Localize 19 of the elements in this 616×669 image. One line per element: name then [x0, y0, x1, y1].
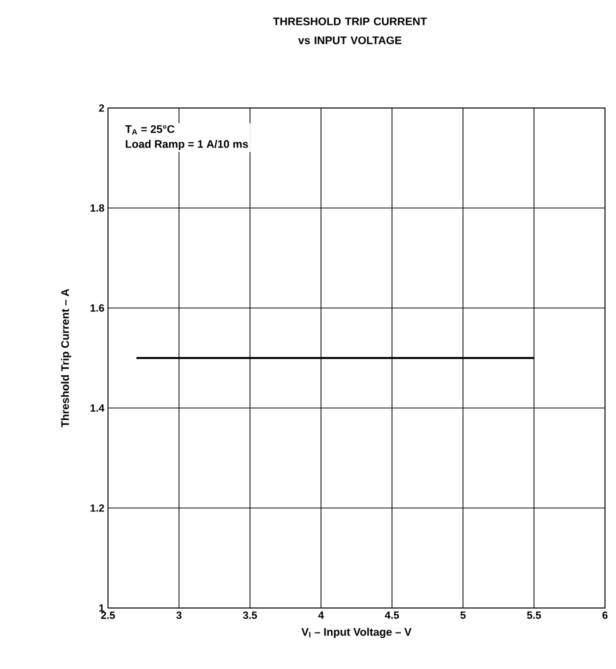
y-tick-label: 1.4	[90, 404, 104, 412]
chart-title: THRESHOLD TRIP CURRENT vs INPUT VOLTAGE	[273, 18, 427, 44]
x-tick-label: 2.5	[101, 612, 115, 619]
annotation: Load Ramp = 1 A/10 ms	[126, 140, 248, 150]
x-tick-label: 4	[318, 612, 324, 619]
x-tick-label: 5	[460, 612, 466, 619]
y-tick-label: 1.2	[90, 504, 104, 512]
x-tick-label: 3	[176, 612, 182, 619]
annotation: T$_{A}$ = 25°C	[125, 125, 174, 134]
y-tick-label: 1.8	[90, 204, 104, 212]
x-tick-label: 6	[602, 612, 608, 619]
x-tick-label: 4.5	[384, 612, 399, 619]
x-axis-title: V$_{I}$ – Input Voltage – V	[301, 628, 412, 638]
x-tick-label: 3.5	[242, 612, 257, 619]
x-tick-label: 5.5	[527, 612, 541, 619]
y-tick-label: 1.6	[90, 304, 104, 312]
y-axis-title: Threshold Trip Current – A	[60, 288, 72, 428]
y-tick-label: 1	[99, 604, 104, 612]
y-tick-label: 2	[99, 104, 104, 112]
